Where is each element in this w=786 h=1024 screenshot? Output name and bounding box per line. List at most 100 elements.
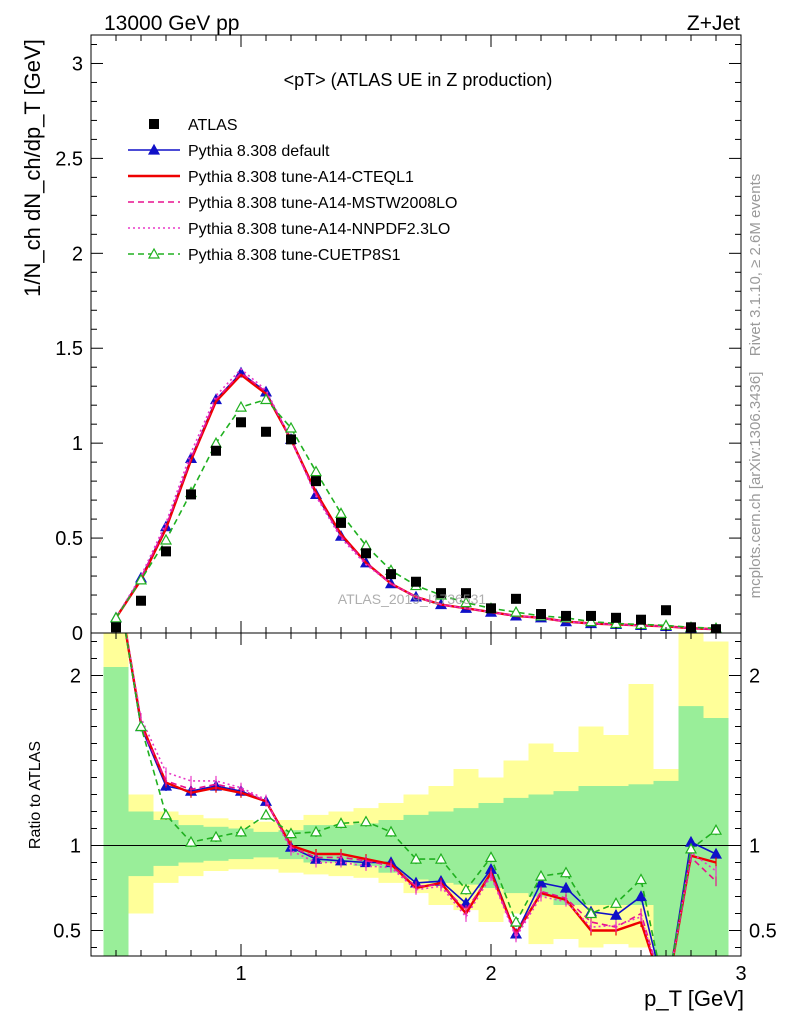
data-point [436, 588, 446, 599]
ratio-panel-series [91, 569, 741, 956]
green-band-bin [628, 784, 654, 905]
x-axis-label: p_T [GeV] [644, 986, 744, 1011]
data-point [261, 426, 271, 437]
legend-marker [149, 119, 159, 129]
ratio-point [634, 873, 648, 885]
y-tick-label: 2 [72, 243, 83, 265]
series-point [509, 605, 523, 617]
green-band-bin [103, 667, 129, 956]
ratio-point [709, 823, 723, 835]
main-panel-series [109, 366, 723, 633]
legend-label: Pythia 8.308 tune-A14-NNPDF2.3LO [188, 221, 450, 238]
ratio-point [111, 569, 121, 578]
data-point [161, 546, 171, 557]
series-point [459, 596, 473, 608]
ratio-tick-label: 1 [70, 836, 81, 858]
green-band-bin [128, 811, 154, 877]
ratio-tick-label: 0.5 [53, 921, 81, 943]
legend-label: Pythia 8.308 tune-A14-MSTW2008LO [188, 195, 457, 212]
axes: 1 2 300.511.522.530.5 0.51 12 2 [53, 34, 777, 985]
data-point [561, 610, 571, 621]
rivet-side-label: Rivet 3.1.10, ≥ 2.6M events [747, 174, 764, 357]
ratio-point [234, 825, 248, 837]
legend: ATLAS Pythia 8.308 default Pythia 8.308 tu… [128, 117, 457, 264]
data-point [461, 588, 471, 599]
data-point [411, 576, 421, 587]
series-point [584, 615, 598, 627]
ratio-point [559, 866, 573, 878]
legend-label: Pythia 8.308 tune-A14-CTEQL1 [188, 169, 414, 186]
data-point [511, 593, 521, 604]
y-tick-label: 1 [72, 433, 83, 455]
series-point [309, 465, 323, 477]
ratio-point [484, 851, 498, 863]
ratio-point [259, 808, 273, 820]
data-point [236, 417, 246, 428]
x-tick-label: 3 [735, 963, 746, 985]
ratio-tick-label: 2 [70, 666, 81, 688]
series-point [109, 611, 123, 623]
green-band-bin [428, 811, 454, 883]
header-right-label: Z+Jet [687, 12, 740, 35]
data-point [486, 603, 496, 614]
ratio-point [134, 720, 148, 732]
ratio-point [459, 883, 473, 895]
data-point [661, 605, 671, 616]
series-line [115, 368, 717, 631]
data-point [611, 612, 621, 623]
legend-label: ATLAS [188, 117, 238, 134]
ratio-tick-label-right: 2 [749, 666, 760, 688]
x-tick-label: 1 [235, 963, 246, 985]
ratio-point [409, 852, 423, 864]
green-band-bin [153, 820, 179, 866]
ratio-point [334, 817, 348, 829]
y-tick-label: 2.5 [55, 148, 83, 170]
ratio-point [359, 815, 373, 827]
data-point [586, 610, 596, 621]
ratio-tick-label-right: 1 [749, 836, 760, 858]
ratio-point [384, 825, 398, 837]
y-tick-label: 1.5 [55, 338, 83, 360]
series-point [259, 393, 273, 405]
ratio-uncertainty-bands [103, 633, 729, 956]
legend-label: Pythia 8.308 tune-CUETP8S1 [188, 247, 401, 264]
data-point [211, 445, 221, 456]
legend-label: Pythia 8.308 default [188, 143, 330, 160]
data-point [286, 434, 296, 445]
ratio-point [584, 907, 598, 919]
ratio-point [209, 830, 223, 842]
y-tick-label: 3 [72, 53, 83, 75]
ratio-point [684, 842, 698, 854]
ratio-point [609, 897, 623, 908]
series-point [284, 421, 298, 433]
series-point [159, 533, 173, 545]
data-point [186, 489, 196, 500]
green-band-bin [653, 780, 679, 956]
data-point [386, 569, 396, 580]
green-band-bin [678, 706, 704, 956]
ratio-point [634, 890, 648, 902]
ratio-point [309, 825, 323, 837]
series-point [234, 400, 248, 412]
series-point [134, 573, 148, 585]
data-point [636, 614, 646, 625]
y-tick-label: 0.5 [55, 528, 83, 550]
legend-marker [147, 247, 161, 259]
ratio-point [111, 569, 121, 578]
data-point [311, 476, 321, 487]
ratio-point [534, 869, 548, 881]
data-point [136, 595, 146, 606]
data-point [336, 517, 346, 528]
analysis-watermark: ATLAS_2019_I1736531 [338, 591, 487, 607]
legend-marker [147, 143, 161, 155]
ratio-tick-label-right: 0.5 [749, 921, 777, 943]
ratio-point [434, 852, 448, 864]
ratio-point [184, 835, 198, 847]
mcplots-side-label: mcplots.cern.ch [arXiv:1306.3436] [747, 372, 764, 599]
x-tick-label: 2 [485, 963, 496, 985]
data-point [536, 609, 546, 620]
green-band-bin [403, 814, 429, 880]
chart-title: <pT> (ATLAS UE in Z production) [284, 70, 553, 90]
header-left-label: 13000 GeV pp [104, 12, 239, 35]
